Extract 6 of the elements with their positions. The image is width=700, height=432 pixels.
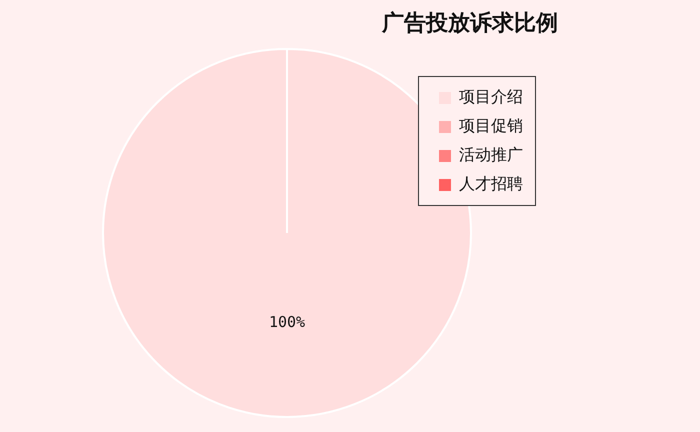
legend-label: 人才招聘	[458, 173, 523, 195]
legend-label: 项目介绍	[458, 86, 523, 108]
data-label: 100%	[268, 313, 306, 332]
chart-title: 广告投放诉求比例	[380, 9, 559, 38]
legend-label: 项目促销	[458, 115, 523, 137]
legend-label: 活动推广	[458, 144, 523, 166]
